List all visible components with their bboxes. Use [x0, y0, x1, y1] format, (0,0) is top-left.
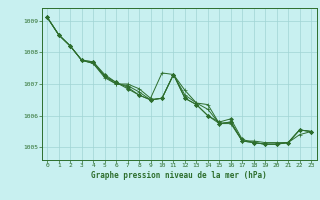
X-axis label: Graphe pression niveau de la mer (hPa): Graphe pression niveau de la mer (hPa)	[91, 171, 267, 180]
